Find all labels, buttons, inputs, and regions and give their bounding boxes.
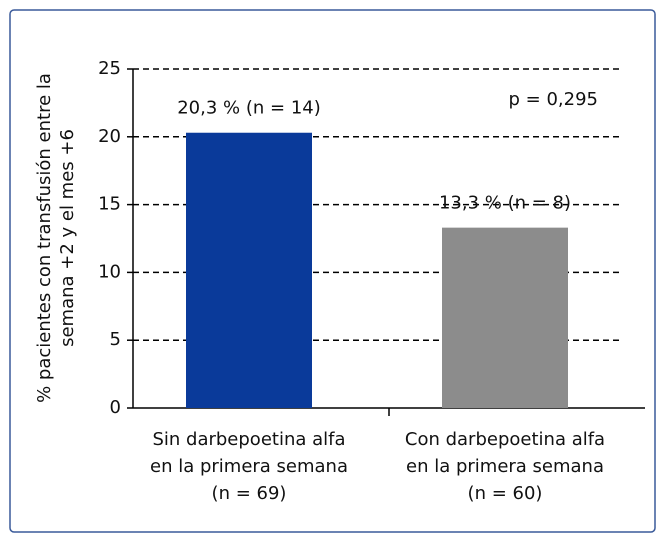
x-tick-label: en la primera semana [406, 456, 604, 477]
y-axis-label: % pacientes con transfusión entre la sema… [34, 73, 78, 403]
data-label: 13,3 % (n = 8) [439, 193, 571, 214]
y-tick-label: 5 [110, 329, 121, 350]
y-axis-label-line: semana +2 y el mes +6 [57, 129, 78, 347]
y-tick-label: 20 [98, 126, 121, 147]
y-tick-label: 0 [110, 397, 121, 418]
x-tick-label: (n = 60) [468, 483, 543, 504]
y-tick-label: 10 [98, 261, 121, 282]
y-tick-label: 15 [98, 194, 121, 215]
data-label: 20,3 % (n = 14) [177, 98, 321, 119]
x-tick-label: en la primera semana [150, 456, 348, 477]
bar [442, 227, 568, 408]
y-tick-label: 25 [98, 58, 121, 79]
x-tick-label: Sin darbepoetina alfa [152, 429, 345, 450]
x-tick-label: Con darbepoetina alfa [405, 429, 605, 450]
x-tick-label: (n = 69) [212, 483, 287, 504]
y-axis-label-line: % pacientes con transfusión entre la [34, 73, 55, 403]
annotation: p = 0,295 [509, 89, 598, 110]
bar [186, 132, 312, 408]
